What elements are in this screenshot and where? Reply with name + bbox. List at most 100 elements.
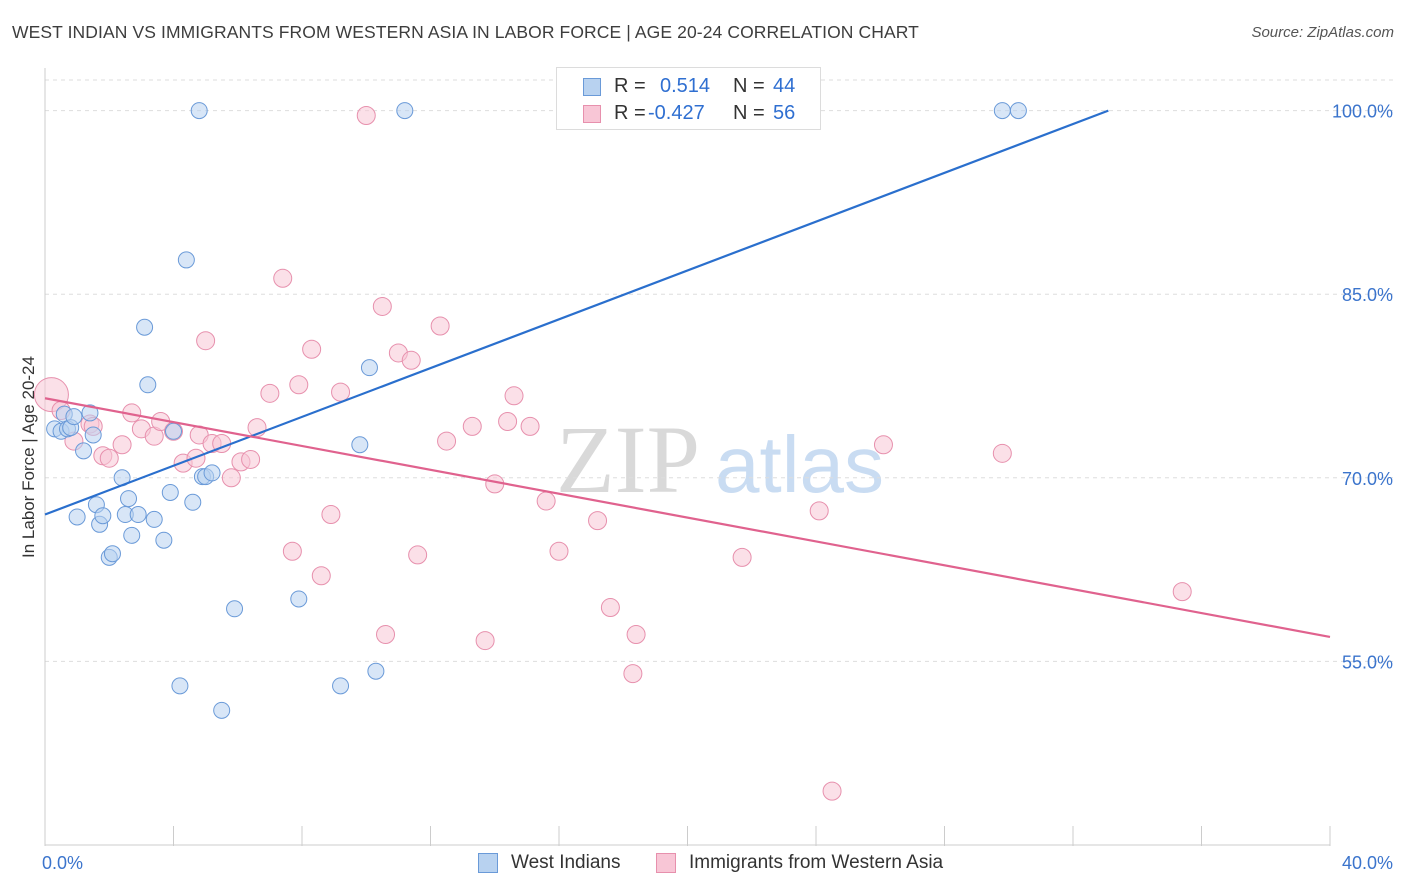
- western-asia-point: [321, 505, 341, 525]
- western-asia-point: [311, 566, 331, 586]
- western-asia-point: [536, 491, 556, 511]
- western-asia-point: [430, 316, 450, 336]
- western-asia-point: [520, 416, 540, 436]
- western-asia-point: [401, 350, 421, 370]
- west-indians-trend-line: [44, 109, 1109, 516]
- stats-legend: R = 0.514 N = 44 R = -0.427 N = 56: [556, 67, 821, 130]
- grid-lines: [45, 79, 1395, 662]
- western-asia-point: [732, 547, 752, 567]
- y-tick-label: 55.0%: [1342, 652, 1393, 672]
- n-label: N =: [733, 75, 765, 97]
- west-indian-point: [94, 507, 112, 525]
- watermark-zip: ZIP: [556, 406, 700, 513]
- y-tick-label: 70.0%: [1342, 469, 1393, 489]
- western-asia-point: [588, 511, 608, 531]
- west-indian-point: [120, 490, 138, 508]
- western-asia-point: [600, 598, 620, 618]
- western-asia-point: [289, 375, 309, 395]
- west-indian-point: [396, 102, 414, 120]
- western-asia-point: [623, 664, 643, 684]
- west-indian-point: [161, 483, 179, 501]
- west-indian-point: [184, 493, 202, 511]
- western-asia-point: [822, 781, 842, 801]
- blue-swatch: [583, 78, 601, 96]
- west-indian-point: [351, 436, 369, 454]
- western-asia-point: [196, 331, 216, 351]
- n-value: 56: [773, 102, 796, 124]
- western-asia-point: [475, 631, 495, 651]
- west-indian-point: [68, 508, 86, 526]
- western-asia-point: [356, 105, 376, 125]
- r-label: R =: [614, 75, 646, 97]
- west-indian-point: [1009, 102, 1027, 120]
- west-indian-point: [81, 404, 99, 422]
- west-indian-point: [190, 102, 208, 120]
- r-label: R =: [614, 102, 646, 124]
- western-asia-trend-line: [44, 397, 1331, 639]
- western-asia-point: [302, 339, 322, 359]
- legend-label-west-indians: West Indians: [511, 852, 621, 873]
- western-asia-point: [1172, 582, 1192, 602]
- western-asia-point: [437, 431, 457, 451]
- west-indian-point: [360, 359, 378, 377]
- west-indian-point: [145, 510, 163, 528]
- west-indian-point: [75, 442, 93, 460]
- west-indian-point: [84, 426, 102, 444]
- western-asia-point: [260, 383, 280, 403]
- n-label: N =: [733, 102, 765, 124]
- chart-title: WEST INDIAN VS IMMIGRANTS FROM WESTERN A…: [12, 22, 919, 42]
- pink-points: [33, 105, 1192, 801]
- western-asia-point: [498, 411, 518, 431]
- west-indian-point: [290, 590, 308, 608]
- west-indian-point: [155, 531, 173, 549]
- west-indian-point: [103, 545, 121, 563]
- western-asia-point: [273, 268, 293, 288]
- y-tick-label: 100.0%: [1332, 102, 1393, 122]
- western-asia-point: [992, 443, 1012, 463]
- west-indian-point: [136, 318, 154, 336]
- stats-row-west-indians: R = 0.514 N = 44: [557, 74, 820, 100]
- western-asia-point: [408, 545, 428, 565]
- western-asia-point: [809, 501, 829, 521]
- west-indian-point: [177, 251, 195, 269]
- watermark: ZIP atlas: [556, 406, 884, 513]
- stats-row-western-asia: R = -0.427 N = 56: [557, 101, 820, 127]
- legend-label-western-asia: Immigrants from Western Asia: [689, 852, 944, 873]
- west-indian-point: [171, 677, 189, 695]
- west-indian-point: [139, 376, 157, 394]
- western-asia-point: [99, 448, 119, 468]
- western-asia-point: [376, 624, 396, 644]
- western-asia-point: [282, 541, 302, 561]
- west-indian-point: [129, 506, 147, 524]
- western-asia-point: [112, 435, 132, 455]
- trend-lines: [44, 109, 1331, 639]
- blue-swatch: [478, 853, 498, 873]
- blue-points: [46, 102, 1027, 719]
- tick-labels: 55.0% 70.0% 85.0% 100.0% 0.0% 40.0%: [42, 102, 1393, 873]
- western-asia-point: [221, 468, 241, 488]
- western-asia-point: [504, 386, 524, 406]
- r-value: -0.427: [648, 102, 705, 124]
- western-asia-point: [241, 449, 261, 469]
- west-indian-point: [123, 526, 141, 544]
- watermark-atlas: atlas: [715, 420, 884, 509]
- source-label: Source: ZipAtlas.com: [1251, 24, 1394, 41]
- west-indian-point: [213, 701, 231, 719]
- n-value: 44: [773, 75, 796, 97]
- west-indian-point: [332, 677, 350, 695]
- west-indian-point: [203, 464, 221, 482]
- y-tick-label: 85.0%: [1342, 285, 1393, 305]
- western-asia-point: [626, 624, 646, 644]
- western-asia-point: [462, 416, 482, 436]
- pink-swatch: [583, 105, 601, 123]
- west-indian-point: [65, 408, 83, 426]
- west-indian-point: [165, 422, 182, 440]
- western-asia-point: [549, 541, 569, 561]
- western-asia-point: [873, 435, 893, 455]
- pink-swatch: [656, 853, 676, 873]
- west-indian-point: [226, 600, 244, 618]
- axes: [44, 68, 1331, 846]
- r-value: 0.514: [660, 75, 711, 97]
- west-indian-point: [993, 102, 1011, 120]
